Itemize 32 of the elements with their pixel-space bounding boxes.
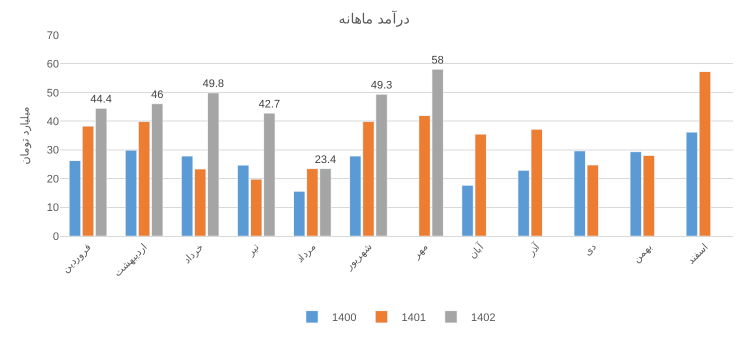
y-tick-label: 10 — [46, 202, 59, 214]
x-tick-label: شهریور — [343, 242, 374, 273]
x-tick-label: فروردین — [60, 242, 94, 276]
y-tick-label: 0 — [52, 230, 59, 243]
x-tick-label: اردیبهشت — [112, 242, 150, 280]
legend-label: 1402 — [470, 312, 496, 324]
x-tick-label: مرداد — [294, 242, 318, 266]
x-tick-label: بهمن — [631, 242, 655, 266]
data-label: 49.8 — [202, 78, 224, 90]
data-label: 42.7 — [258, 98, 280, 110]
data-label: 44.4 — [90, 94, 112, 106]
x-tick-label: آبان — [466, 240, 487, 261]
legend-label: 1400 — [332, 312, 356, 324]
legend-label: 1401 — [401, 312, 426, 324]
y-tick-label: 40 — [46, 116, 59, 128]
x-tick-label: اسفند — [686, 242, 711, 267]
chart-title: درآمد ماهانه — [338, 10, 410, 28]
y-tick-label: 20 — [46, 173, 59, 186]
data-label: 49.3 — [370, 79, 392, 92]
x-tick-label: آذر — [524, 240, 544, 259]
x-tick-label: تیر — [244, 242, 262, 259]
y-tick-label: 50 — [46, 87, 59, 100]
data-label: 46 — [151, 88, 164, 101]
y-tick-label: 30 — [46, 144, 59, 157]
y-tick-label: 60 — [46, 58, 59, 71]
x-tick-label: خرداد — [182, 242, 206, 266]
y-axis-title: میلیارد تومان — [19, 106, 32, 165]
x-tick-label: دی — [582, 242, 598, 258]
y-tick-label: 70 — [46, 30, 59, 42]
data-label: 58 — [432, 54, 444, 66]
x-tick-label: مهر — [410, 242, 430, 262]
data-label: 23.4 — [314, 154, 336, 166]
